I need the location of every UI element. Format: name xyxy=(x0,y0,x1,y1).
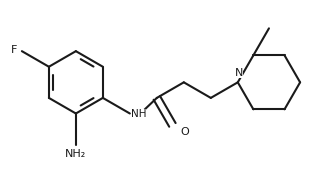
Text: O: O xyxy=(180,127,189,137)
Text: F: F xyxy=(11,44,17,54)
Text: N: N xyxy=(234,68,243,78)
Text: NH₂: NH₂ xyxy=(65,149,87,159)
Text: NH: NH xyxy=(131,109,146,119)
